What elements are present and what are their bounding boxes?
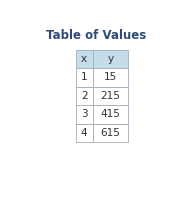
Bar: [93, 68, 128, 87]
Text: 2: 2: [81, 91, 88, 101]
Text: 1: 1: [81, 72, 88, 82]
Text: 15: 15: [104, 72, 117, 82]
Bar: [93, 50, 128, 68]
Bar: [76, 105, 93, 124]
Text: 215: 215: [100, 91, 120, 101]
Bar: [76, 87, 93, 105]
Bar: [93, 105, 128, 124]
Bar: [93, 124, 128, 142]
Bar: [76, 68, 93, 87]
Bar: [76, 50, 93, 68]
Text: y: y: [107, 54, 113, 64]
Bar: [93, 87, 128, 105]
Text: 3: 3: [81, 110, 88, 120]
Text: 615: 615: [100, 128, 120, 138]
Text: 4: 4: [81, 128, 88, 138]
Text: x: x: [81, 54, 87, 64]
Text: Table of Values: Table of Values: [46, 29, 146, 42]
Bar: [76, 124, 93, 142]
Text: 415: 415: [100, 110, 120, 120]
